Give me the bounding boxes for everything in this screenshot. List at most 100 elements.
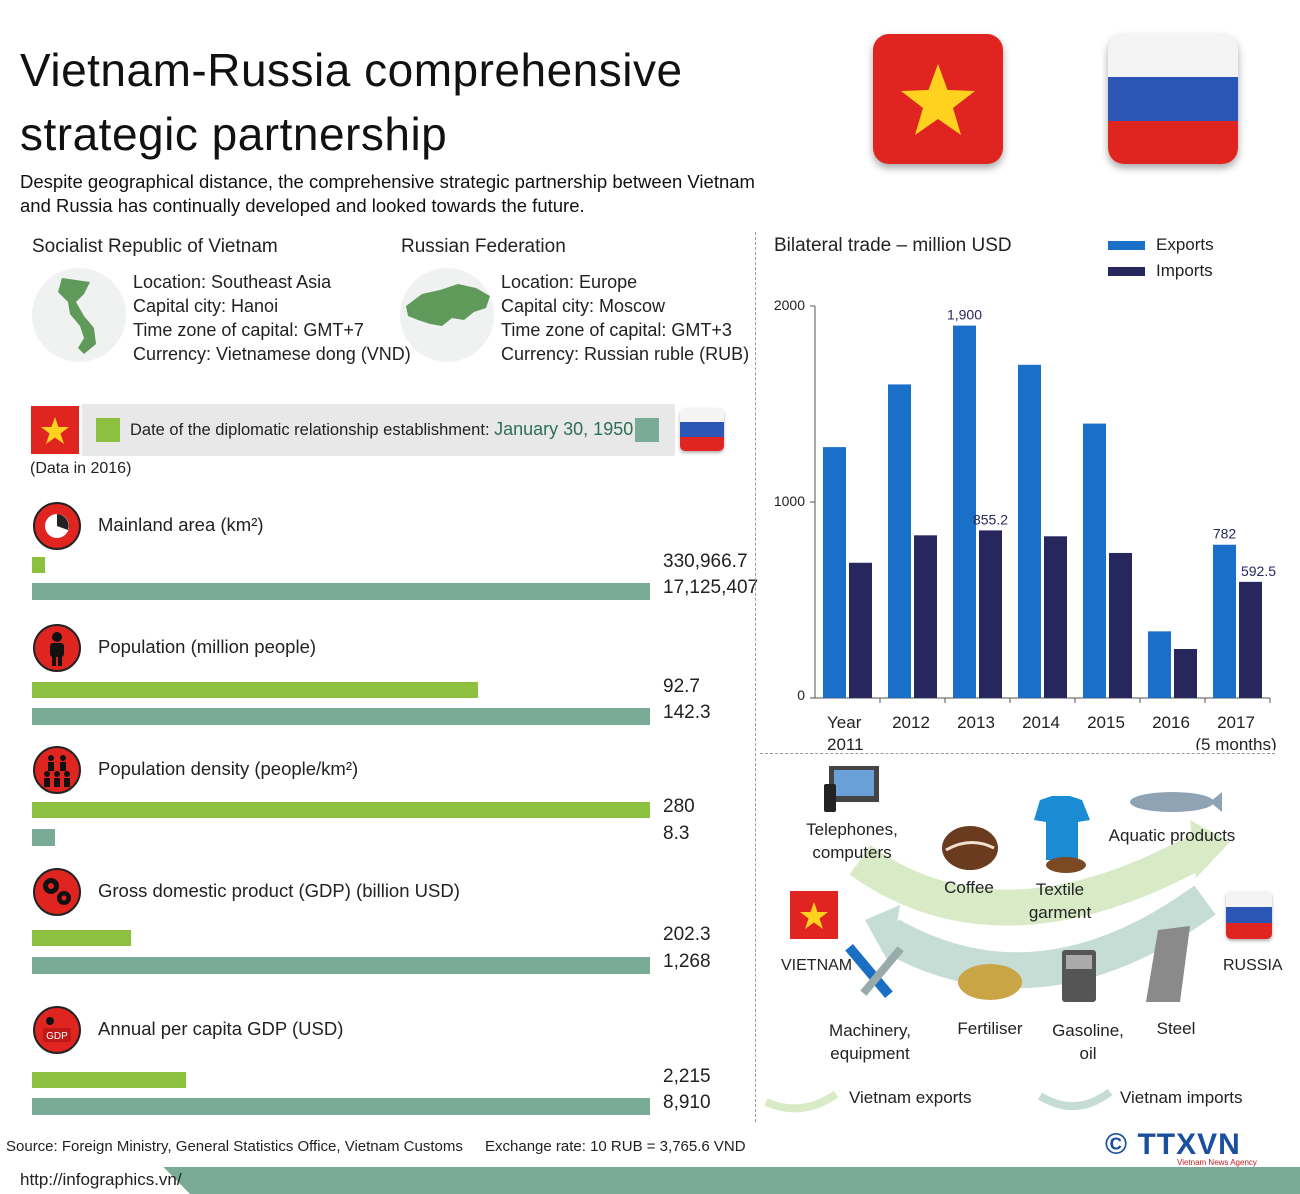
chart-title: Bilateral trade – million USD: [774, 235, 1012, 256]
data-label: 855.2: [973, 511, 1008, 527]
vietnam-flag-small: [31, 406, 79, 454]
russia-label: RUSSIA: [1223, 957, 1283, 974]
stat-bar-vietnam: [32, 802, 650, 818]
imports-legend-label: Vietnam imports: [1120, 1088, 1243, 1107]
diplomatic-date: January 30, 1950: [494, 419, 634, 439]
stat-value-russia: 8,910: [663, 1092, 711, 1113]
stat-value-vietnam: 202.3: [663, 924, 711, 945]
vietnam-name: Socialist Republic of Vietnam: [32, 236, 278, 257]
y-tick-label: 2000: [774, 297, 805, 313]
person-icon: [33, 624, 81, 672]
vietnam-legend-square: [96, 418, 120, 442]
star-icon: [901, 64, 975, 135]
x-tick-label: 2013: [957, 713, 995, 732]
imports-arrow: [881, 885, 1216, 989]
russia-capital: Capital city: Moscow: [501, 296, 666, 316]
stat-bar-russia: [32, 829, 55, 846]
bar-exports: [823, 447, 846, 698]
data-label: 782: [1213, 526, 1237, 542]
data-year-note: (Data in 2016): [30, 460, 132, 477]
bar-exports: [1018, 364, 1041, 698]
stat-bar-russia: [32, 1098, 650, 1115]
coffee-icon: [942, 826, 998, 870]
stat-label: Population (million people): [98, 636, 317, 657]
legend-exports-swatch: [1108, 241, 1145, 250]
bar-imports: [1239, 581, 1262, 698]
logo-subtitle: Vietnam News Agency: [1177, 1158, 1257, 1167]
import-item: Steel: [1156, 1019, 1196, 1038]
bar-imports: [979, 530, 1002, 698]
gdp-icon: GDP: [33, 1006, 81, 1054]
vietnam-label: VIETNAM: [781, 957, 853, 974]
vietnam-timezone: Time zone of capital: GMT+7: [133, 320, 364, 340]
stat-bar-russia: [32, 957, 650, 974]
svg-text:GDP: GDP: [46, 1031, 68, 1042]
x-tick-label: 2012: [892, 713, 930, 732]
import-item: Gasoline, oil: [1052, 1021, 1124, 1063]
exports-legend-label: Vietnam exports: [849, 1088, 972, 1107]
imports-legend-arrow: [1037, 1088, 1113, 1111]
trade-flow-diagram: [824, 766, 1230, 1002]
bar-imports: [1109, 552, 1132, 698]
stat-bar-vietnam: [32, 930, 131, 946]
vietnam-location: Location: Southeast Asia: [133, 272, 332, 292]
exports-legend-arrow: [764, 1090, 839, 1113]
star-icon: [800, 902, 828, 929]
import-item: Fertiliser: [957, 1019, 1023, 1038]
bar-exports: [1213, 544, 1236, 698]
imports-arrowhead: [865, 905, 900, 965]
vietnam-capital: Capital city: Hanoi: [133, 296, 279, 316]
legend-imports-label: Imports: [1156, 261, 1213, 280]
shirt-icon: [1034, 796, 1090, 860]
legend-exports-label: Exports: [1156, 235, 1214, 254]
column-separator: [755, 232, 756, 1122]
phone-icon: [824, 784, 836, 812]
source-note: Source: Foreign Ministry, General Statis…: [6, 1138, 463, 1155]
people-icon: [33, 746, 81, 794]
russia-location: Location: Europe: [501, 272, 638, 292]
export-item: Coffee: [944, 878, 994, 897]
bar-imports: [914, 535, 937, 698]
russia-currency: Currency: Russian ruble (RUB): [501, 344, 750, 364]
vietnam-flag-large: [873, 34, 1003, 164]
russia-map-icon: [400, 268, 494, 362]
stat-bar-russia: [32, 708, 650, 725]
bar-exports: [1148, 631, 1171, 698]
fertiliser-icon: [958, 964, 1022, 1000]
shoe-icon: [1046, 857, 1086, 873]
gears-icon: [33, 868, 81, 916]
footer-link[interactable]: http://infographics.vn/: [20, 1170, 182, 1189]
section-separator: [760, 753, 1275, 754]
pie-icon: [33, 502, 81, 550]
stat-label: Population density (people/km²): [98, 758, 359, 779]
x-tick-label: (5 months): [1195, 735, 1276, 750]
diplomatic-label: Date of the diplomatic relationship esta…: [130, 421, 490, 439]
stat-value-russia: 17,125,407: [663, 577, 759, 598]
bar-exports: [888, 384, 911, 698]
export-item: Textile garment: [1028, 880, 1092, 922]
vietnam-flag-diagram: [790, 891, 838, 939]
x-tick-label: 2016: [1152, 713, 1190, 732]
stat-label: Gross domestic product (GDP) (billion US…: [98, 880, 460, 901]
export-item: Aquatic products: [1108, 826, 1236, 845]
exports-arrowhead: [1190, 820, 1230, 878]
vietnam-currency: Currency: Vietnamese dong (VND): [133, 344, 411, 364]
russia-flag-diagram: [1226, 891, 1272, 939]
russia-flag-small: [680, 408, 724, 451]
page-subtitle: Despite geographical distance, the compr…: [20, 171, 755, 216]
russia-flag-large: [1108, 34, 1238, 164]
bar-exports: [1083, 423, 1106, 698]
star-icon: [41, 417, 69, 444]
x-tick-label: 2017: [1217, 713, 1255, 732]
fish-icon: [1130, 792, 1214, 812]
bilateral-trade-chart: 0 1000 2000 Year 2011 2012 2013 2014 2015 2016 201…: [774, 297, 1277, 750]
exchange-rate-note: Exchange rate: 10 RUB = 3,765.6 VND: [485, 1138, 746, 1155]
x-tick-label: Year: [827, 713, 862, 732]
bar-imports: [849, 562, 872, 698]
data-label: 592.5: [1241, 563, 1276, 579]
steel-icon: [1146, 926, 1190, 1002]
legend-imports-swatch: [1108, 267, 1145, 276]
stat-value-vietnam: 92.7: [663, 676, 700, 697]
y-tick-label: 0: [797, 687, 805, 703]
stat-value-russia: 142.3: [663, 702, 711, 723]
